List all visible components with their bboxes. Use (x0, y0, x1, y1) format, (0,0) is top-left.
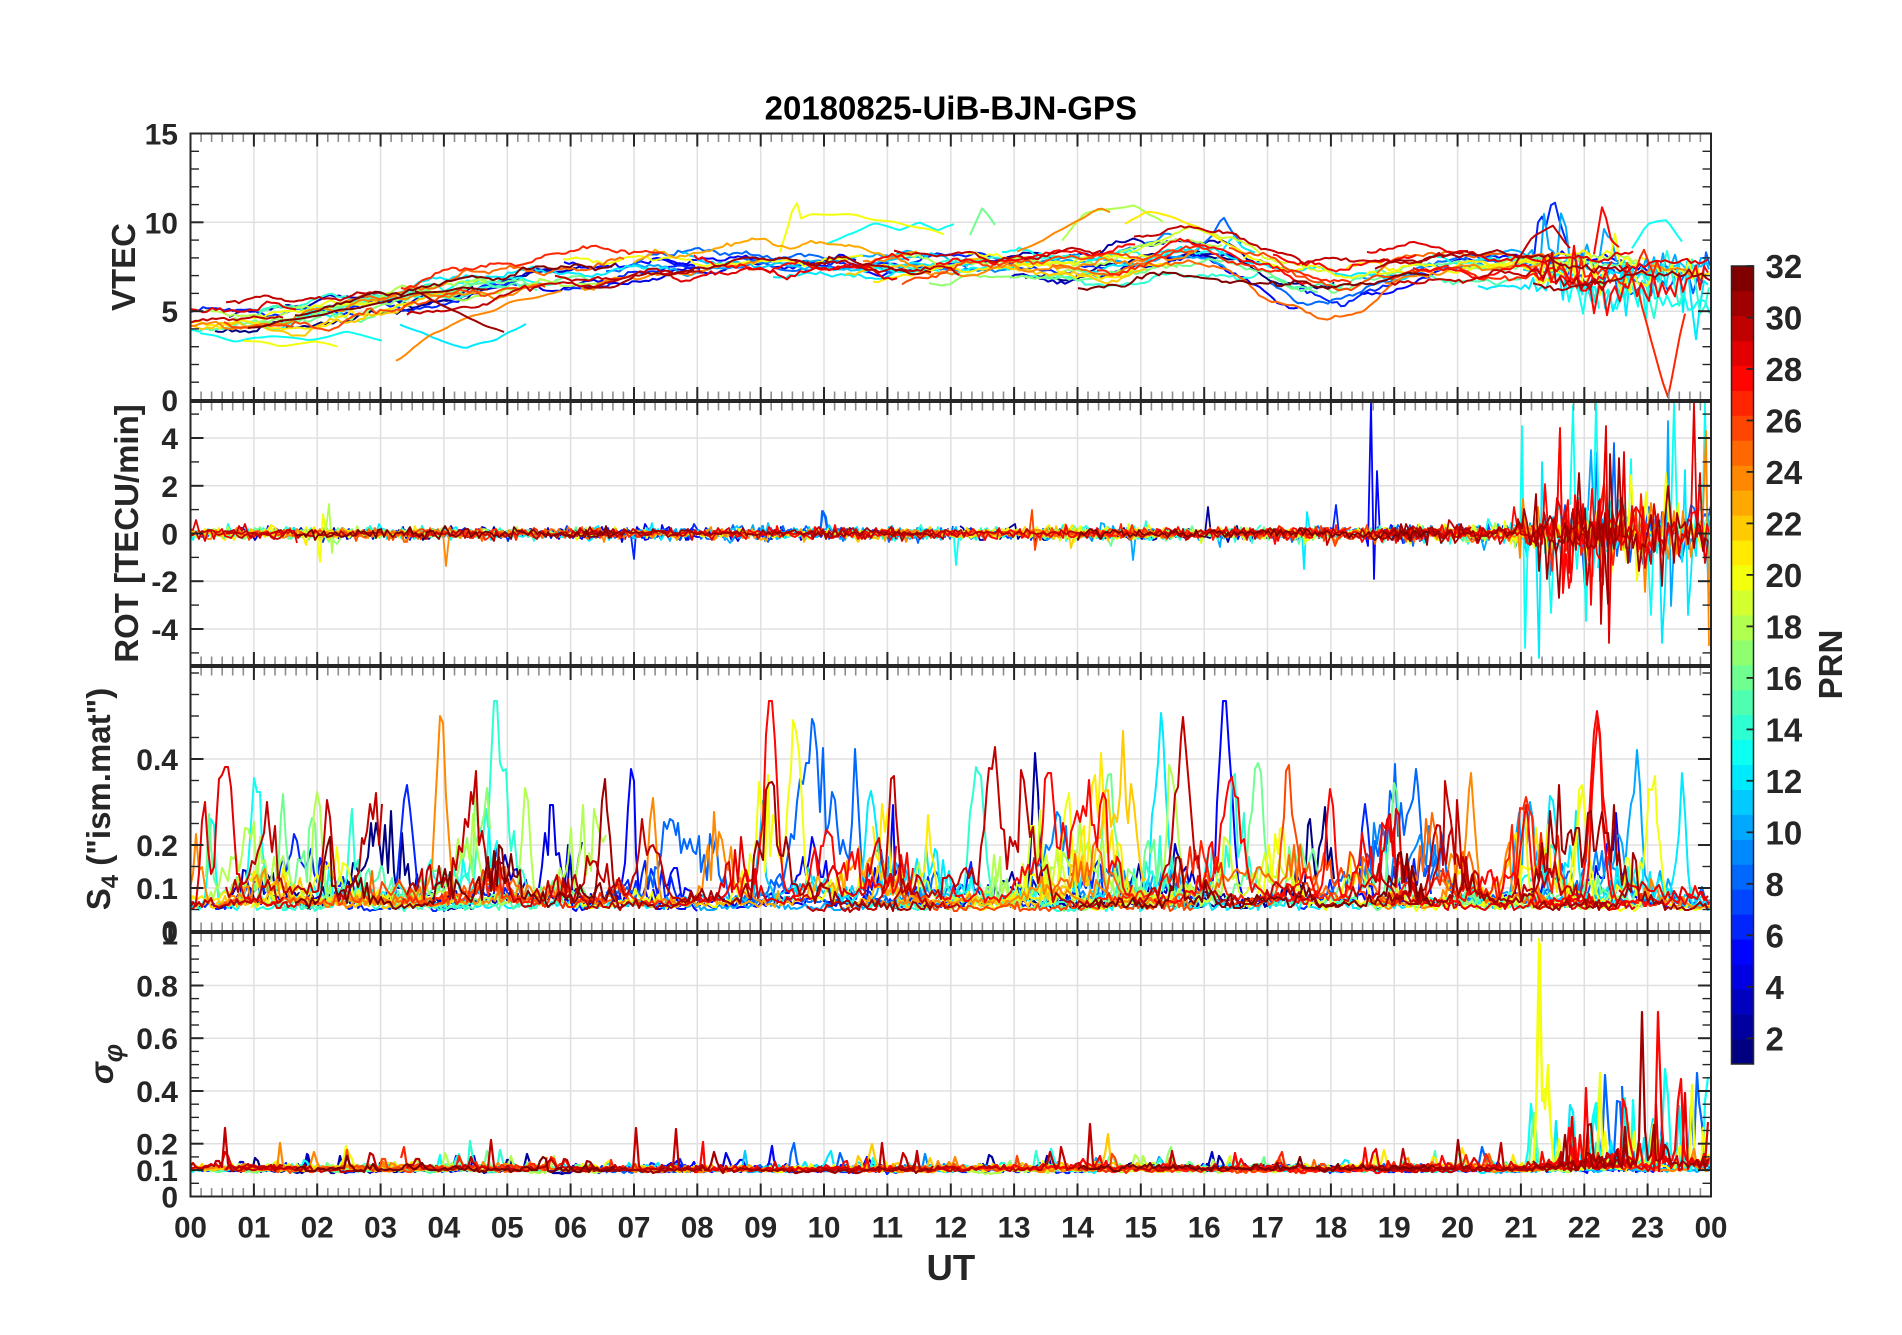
svg-text:0.2: 0.2 (136, 1129, 178, 1162)
svg-text:ROT [TECU/min]: ROT [TECU/min] (108, 404, 145, 662)
svg-text:0.4: 0.4 (136, 1076, 178, 1109)
svg-text:12: 12 (1766, 763, 1803, 800)
svg-text:0.6: 0.6 (136, 1023, 178, 1056)
svg-text:0: 0 (161, 1182, 178, 1215)
svg-text:26: 26 (1766, 403, 1803, 440)
svg-text:1: 1 (161, 918, 178, 951)
svg-text:0.4: 0.4 (136, 744, 178, 777)
svg-text:03: 03 (364, 1212, 397, 1245)
svg-text:11: 11 (872, 1212, 903, 1245)
svg-text:VTEC: VTEC (105, 223, 142, 311)
svg-text:08: 08 (681, 1212, 714, 1245)
svg-text:20180825-UiB-BJN-GPS: 20180825-UiB-BJN-GPS (765, 90, 1137, 127)
svg-text:04: 04 (427, 1212, 460, 1245)
svg-text:-2: -2 (151, 566, 178, 599)
svg-text:28: 28 (1766, 351, 1803, 388)
svg-text:21: 21 (1504, 1212, 1537, 1245)
svg-text:13: 13 (998, 1212, 1031, 1245)
svg-text:12: 12 (934, 1212, 967, 1245)
svg-text:20: 20 (1441, 1212, 1474, 1245)
svg-text:22: 22 (1766, 505, 1803, 542)
svg-text:30: 30 (1766, 300, 1803, 337)
svg-text:15: 15 (1124, 1212, 1157, 1245)
svg-text:10: 10 (808, 1212, 841, 1245)
svg-text:22: 22 (1568, 1212, 1601, 1245)
svg-text:15: 15 (145, 119, 178, 152)
svg-text:14: 14 (1766, 711, 1803, 748)
svg-text:UT: UT (926, 1247, 975, 1288)
svg-text:16: 16 (1766, 660, 1803, 697)
svg-text:19: 19 (1378, 1212, 1411, 1245)
svg-text:6: 6 (1766, 917, 1784, 954)
svg-text:10: 10 (1766, 814, 1803, 851)
svg-text:S4 ("ism.mat"): S4 ("ism.mat") (80, 688, 124, 911)
svg-text:09: 09 (744, 1212, 777, 1245)
svg-text:17: 17 (1251, 1212, 1284, 1245)
svg-text:16: 16 (1188, 1212, 1221, 1245)
svg-text:32: 32 (1766, 248, 1803, 285)
svg-text:0.2: 0.2 (136, 830, 178, 863)
svg-text:07: 07 (618, 1212, 651, 1245)
svg-text:18: 18 (1766, 608, 1803, 645)
svg-text:5: 5 (161, 296, 178, 329)
svg-text:8: 8 (1766, 866, 1784, 903)
svg-text:05: 05 (491, 1212, 524, 1245)
svg-text:PRN: PRN (1812, 630, 1849, 700)
svg-text:2: 2 (161, 471, 178, 504)
svg-text:06: 06 (554, 1212, 587, 1245)
svg-text:4: 4 (1766, 969, 1785, 1006)
svg-text:00: 00 (174, 1212, 207, 1245)
svg-text:10: 10 (145, 207, 178, 240)
svg-text:0.1: 0.1 (136, 1155, 178, 1188)
svg-text:0.8: 0.8 (136, 971, 178, 1004)
svg-text:0.1: 0.1 (136, 873, 178, 906)
svg-text:00: 00 (1695, 1212, 1728, 1245)
svg-text:14: 14 (1061, 1212, 1094, 1245)
svg-text:02: 02 (301, 1212, 334, 1245)
svg-text:-4: -4 (151, 614, 178, 647)
svg-text:01: 01 (237, 1212, 270, 1245)
svg-text:2: 2 (1766, 1020, 1784, 1057)
svg-text:20: 20 (1766, 557, 1803, 594)
svg-text:24: 24 (1766, 454, 1803, 491)
svg-text:4: 4 (161, 423, 178, 456)
svg-text:0: 0 (161, 519, 178, 552)
svg-text:0: 0 (161, 385, 178, 418)
svg-text:23: 23 (1631, 1212, 1664, 1245)
svg-text:0: 0 (161, 916, 178, 949)
svg-text:18: 18 (1314, 1212, 1347, 1245)
